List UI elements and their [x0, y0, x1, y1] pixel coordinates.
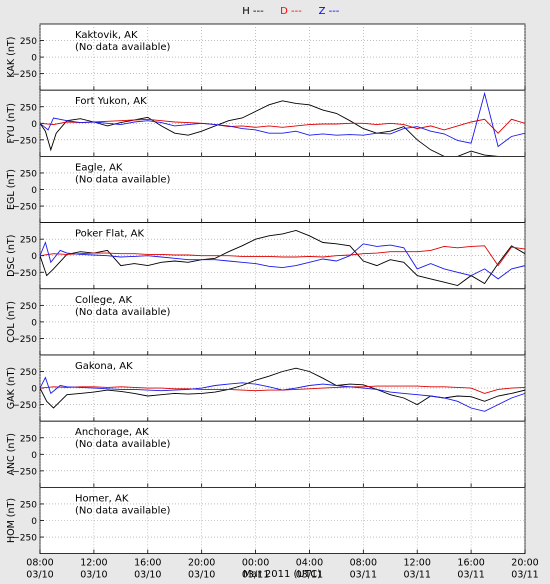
x-tick-time: 04:00: [296, 558, 323, 569]
series-z-gak: [40, 376, 525, 412]
panel-frame: [39, 288, 526, 356]
y-axis-label: GAK (nT): [6, 367, 17, 409]
x-tick-time: 12:00: [404, 558, 431, 569]
station-name: Fort Yukon, AK: [75, 96, 147, 107]
y-tick-label: 250: [20, 103, 37, 113]
y-axis-label: HOM (nT): [6, 498, 17, 543]
y-tick-label: −250: [12, 269, 37, 279]
no-data-label: (No data available): [75, 307, 171, 318]
x-tick-time: 16:00: [134, 558, 161, 569]
no-data-label: (No data available): [75, 42, 171, 53]
legend-entry-h: H ---: [242, 6, 264, 17]
y-tick-label: −250: [12, 335, 37, 345]
y-tick-label: 0: [31, 54, 37, 64]
y-axis-label: DSC (nT): [6, 235, 17, 277]
y-tick-label: 250: [20, 236, 37, 246]
y-axis-label: KAK (nT): [6, 37, 17, 78]
y-tick-label: −250: [12, 203, 37, 213]
y-tick-label: 250: [20, 368, 37, 378]
y-tick-label: −250: [12, 467, 37, 477]
series-h-fyu: [40, 100, 525, 157]
x-tick-date: 03/11: [242, 570, 269, 580]
x-tick-time: 08:00: [350, 558, 377, 569]
x-tick-time: 12:00: [80, 558, 107, 569]
y-tick-label: 250: [20, 434, 37, 444]
y-tick-label: 250: [20, 500, 37, 510]
x-tick-date: 03/10: [134, 570, 161, 580]
x-tick-time: 00:00: [242, 558, 269, 569]
station-name: Kaktovik, AK: [75, 30, 138, 41]
x-tick-time: 20:00: [188, 558, 215, 569]
y-tick-label: 0: [31, 186, 37, 196]
no-data-label: (No data available): [75, 505, 171, 516]
legend-entry-d: D ---: [280, 6, 302, 17]
panel-frame: [39, 486, 526, 554]
x-tick-date: 03/11: [404, 570, 431, 580]
y-tick-label: −250: [12, 70, 37, 80]
x-tick-date: 03/10: [26, 570, 53, 580]
x-tick-time: 08:00: [26, 558, 53, 569]
station-name: Eagle, AK: [75, 162, 123, 173]
panel-frame: [39, 155, 526, 223]
x-axis-label: Mar 2011 (UTC): [243, 569, 321, 580]
x-tick-date: 03/11: [511, 570, 538, 580]
legend-entry-z: Z ---: [319, 6, 340, 17]
y-tick-label: 250: [20, 302, 37, 312]
y-tick-label: 0: [31, 120, 37, 130]
series-z-fyu: [40, 91, 525, 148]
legend: H --- D --- Z ---: [242, 6, 340, 17]
y-tick-label: 250: [20, 169, 37, 179]
y-axis-label: EGL (nT): [6, 169, 17, 210]
panel-frame: [39, 354, 526, 422]
panel-frame: [39, 23, 526, 91]
x-tick-date: 03/11: [296, 570, 323, 580]
y-tick-label: −250: [12, 534, 37, 544]
y-tick-label: 0: [31, 451, 37, 461]
x-tick-date: 03/11: [350, 570, 377, 580]
x-tick-date: 03/10: [80, 570, 107, 580]
x-tick-date: 03/10: [188, 570, 215, 580]
no-data-label: (No data available): [75, 174, 171, 185]
x-tick-time: 20:00: [511, 558, 538, 569]
y-tick-label: 250: [20, 37, 37, 47]
x-tick-time: 16:00: [457, 558, 484, 569]
y-tick-label: −250: [12, 401, 37, 411]
x-tick-date: 03/11: [457, 570, 484, 580]
x-axis: 08:0003/1012:0003/1016:0003/1020:0003/10…: [26, 558, 538, 581]
y-tick-label: 0: [31, 517, 37, 527]
station-name: Anchorage, AK: [75, 427, 149, 438]
station-name: Poker Flat, AK: [75, 229, 144, 240]
y-tick-label: 0: [31, 252, 37, 262]
y-axis-label: FYU (nT): [6, 103, 17, 143]
series-z-dsc: [40, 241, 525, 280]
series-d-dsc: [40, 245, 525, 267]
y-axis-label: COL (nT): [6, 301, 17, 343]
station-name: Homer, AK: [75, 493, 129, 504]
y-tick-label: 0: [31, 385, 37, 395]
y-tick-label: 0: [31, 318, 37, 328]
station-name: College, AK: [75, 295, 133, 306]
y-tick-label: −250: [12, 136, 37, 146]
station-name: Gakona, AK: [75, 361, 133, 372]
series-d-fyu: [40, 118, 525, 134]
y-axis-label: ANC (nT): [6, 433, 17, 476]
no-data-label: (No data available): [75, 439, 171, 450]
